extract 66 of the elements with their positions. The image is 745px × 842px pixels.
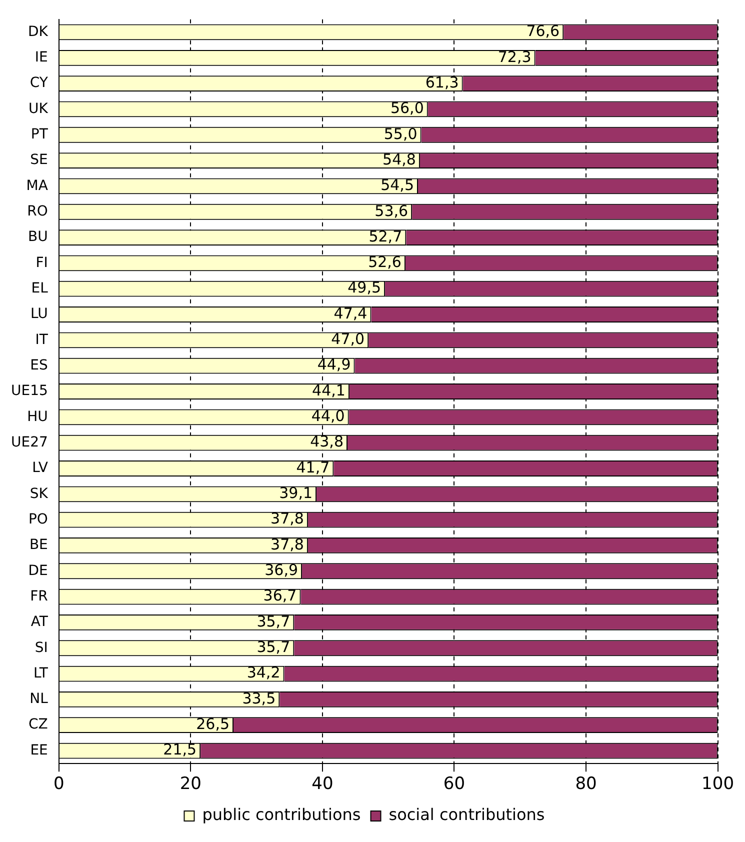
data-label: 43,8 (310, 432, 344, 451)
data-label: 56,0 (390, 99, 424, 118)
data-label: 39,1 (279, 484, 313, 502)
y-tick-label: PO (28, 511, 48, 528)
data-label: 26,5 (196, 714, 230, 733)
data-label: 35,7 (256, 612, 290, 630)
y-tick-label: EE (30, 742, 48, 758)
data-label: 47,0 (331, 330, 365, 348)
data-label: 35,7 (256, 638, 290, 656)
y-tick-label: CZ (28, 716, 48, 733)
data-label: 34,2 (246, 664, 280, 682)
y-tick-label: SI (34, 640, 48, 656)
data-label: 21,5 (163, 740, 197, 759)
legend-label: social contributions (388, 805, 545, 824)
data-label: 61,3 (425, 73, 459, 92)
data-label: 53,6 (374, 202, 408, 220)
y-tick-label: MA (26, 178, 48, 194)
x-tick-label: 40 (312, 774, 334, 794)
data-label: 37,8 (270, 535, 304, 554)
legend-label: public contributions (202, 805, 361, 824)
data-label: 72,3 (498, 48, 532, 66)
y-tick-label: IE (34, 50, 48, 66)
y-tick-label: DK (28, 24, 49, 40)
y-tick-label: UE15 (10, 383, 48, 400)
y-tick-label: SK (30, 486, 49, 502)
data-label: 52,7 (368, 227, 402, 246)
y-tick-label: DE (28, 562, 48, 579)
data-label: 49,5 (348, 278, 382, 297)
y-tick-label: NL (30, 691, 48, 708)
y-tick-label: ES (30, 357, 48, 374)
y-tick-label: AT (30, 614, 48, 630)
x-tick-label: 20 (180, 774, 202, 794)
x-tick-label: 0 (53, 774, 64, 794)
data-label: 36,7 (263, 586, 297, 605)
y-tick-label: UE27 (10, 434, 48, 450)
y-tick-label: HU (27, 408, 48, 425)
data-label: 41,7 (296, 458, 330, 476)
data-label: 44,9 (317, 356, 351, 374)
y-tick-label: CY (30, 75, 48, 92)
y-tick-label: FI (36, 254, 48, 271)
data-label: 44,0 (311, 407, 345, 426)
y-tick-label: RO (27, 204, 48, 220)
data-label: 76,6 (526, 22, 560, 40)
y-tick-label: PT (30, 126, 48, 143)
data-label: 44,1 (312, 381, 346, 400)
y-tick-label: LU (30, 306, 48, 322)
data-label: 55,0 (384, 124, 418, 143)
y-tick-label: LT (33, 665, 48, 682)
y-tick-label: EL (31, 280, 48, 296)
y-tick-label: IT (35, 332, 48, 348)
x-tick-label: 60 (443, 774, 466, 794)
y-tick-label: SE (30, 152, 48, 168)
y-tick-label: UK (28, 100, 49, 117)
data-label: 33,5 (242, 689, 276, 708)
x-tick-label: 80 (575, 774, 597, 794)
data-label: 54,5 (380, 176, 414, 194)
y-tick-label: FR (30, 588, 48, 604)
data-label: 36,9 (264, 561, 298, 580)
data-label: 37,8 (270, 510, 304, 528)
data-label: 47,4 (334, 304, 368, 322)
y-tick-label: LV (32, 460, 48, 476)
data-label: 52,6 (368, 253, 402, 272)
x-tick-label: 100 (702, 774, 734, 794)
y-tick-label: BE (29, 537, 48, 554)
y-tick-label: BU (28, 229, 48, 246)
data-label: 54,8 (382, 150, 416, 168)
